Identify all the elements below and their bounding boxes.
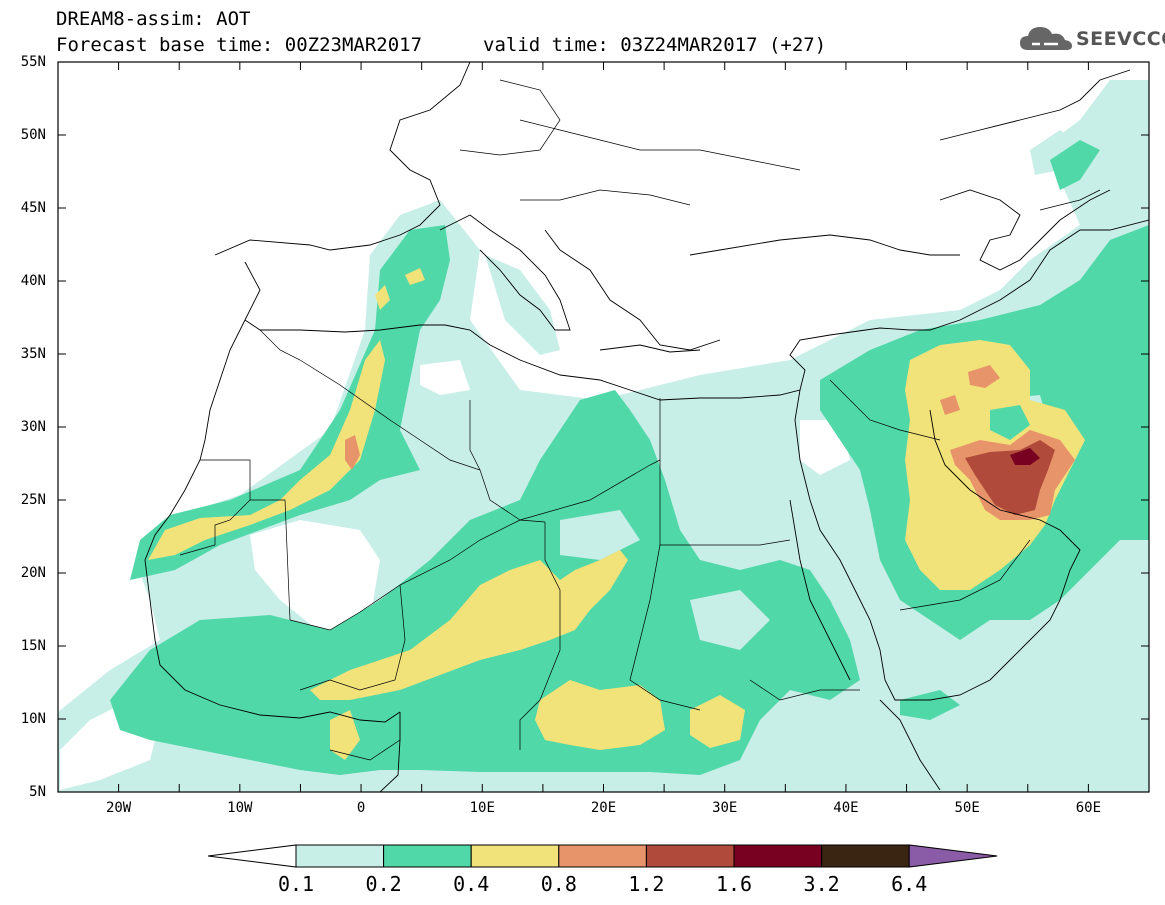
- lat-label: 40N: [20, 273, 46, 289]
- aot-level-0.2-holes: [990, 405, 1030, 440]
- colorbar-level-label: 3.2: [803, 872, 840, 896]
- lat-label: 25N: [20, 492, 46, 508]
- lat-label: 45N: [20, 200, 46, 216]
- coastlines: [144, 62, 1149, 792]
- lon-label: 30E: [712, 800, 738, 816]
- colorbar-level-label: 0.8: [540, 872, 577, 896]
- colorbar-swatch: [470, 844, 560, 868]
- lat-label: 55N: [20, 54, 46, 70]
- lat-label: 50N: [20, 127, 46, 143]
- colorbar-level-label: 0.1: [277, 872, 315, 896]
- lat-label: 15N: [20, 638, 46, 654]
- colorbar-swatch: [295, 844, 385, 868]
- colorbar-swatch: [733, 844, 823, 868]
- lat-label: 35N: [20, 346, 46, 362]
- aot-level-1.6: [1010, 448, 1040, 465]
- lat-label: 5N: [29, 784, 46, 800]
- seevccc-logo: SEEVCCC: [1018, 22, 1165, 56]
- colorbar-level-label: 1.2: [628, 872, 665, 896]
- colorbar-swatch: [821, 844, 910, 868]
- valid-time: valid time: 03Z24MAR2017 (+27): [483, 34, 827, 56]
- lon-label: 0: [356, 800, 366, 816]
- lon-label: 20E: [590, 800, 617, 816]
- cloud-icon: [1020, 27, 1072, 50]
- colorbar-level-label: 1.6: [715, 872, 753, 896]
- forecast-base-time: Forecast base time: 00Z23MAR2017: [56, 34, 423, 56]
- lon-label: 40E: [833, 800, 859, 816]
- logo-text: SEEVCCC: [1076, 28, 1165, 50]
- axis-ticks: [57, 61, 1150, 793]
- colorbar: [207, 844, 998, 868]
- colorbar-swatch: [383, 844, 472, 868]
- lon-label: 60E: [1075, 800, 1102, 816]
- colorbar-level-label: 0.4: [453, 872, 490, 896]
- colorbar-swatch: [558, 844, 647, 868]
- colorbar-level-label: 6.4: [891, 872, 928, 896]
- lon-label: 50E: [954, 800, 980, 816]
- lat-label: 30N: [20, 419, 46, 435]
- lat-label: 20N: [20, 565, 46, 581]
- colorbar-over-triangle: [908, 844, 998, 868]
- aot-shading: [58, 62, 1149, 792]
- colorbar-swatch: [645, 844, 735, 868]
- map-title: DREAM8-assim: AOT: [56, 8, 251, 30]
- colorbar-level-label: 0.2: [365, 872, 402, 896]
- lon-label: 10W: [227, 800, 253, 816]
- lat-label: 10N: [20, 711, 46, 727]
- country-borders: [179, 79, 1101, 761]
- colorbar-under-triangle: [207, 844, 297, 868]
- lon-label: 20W: [105, 800, 132, 816]
- lon-label: 10E: [469, 800, 495, 816]
